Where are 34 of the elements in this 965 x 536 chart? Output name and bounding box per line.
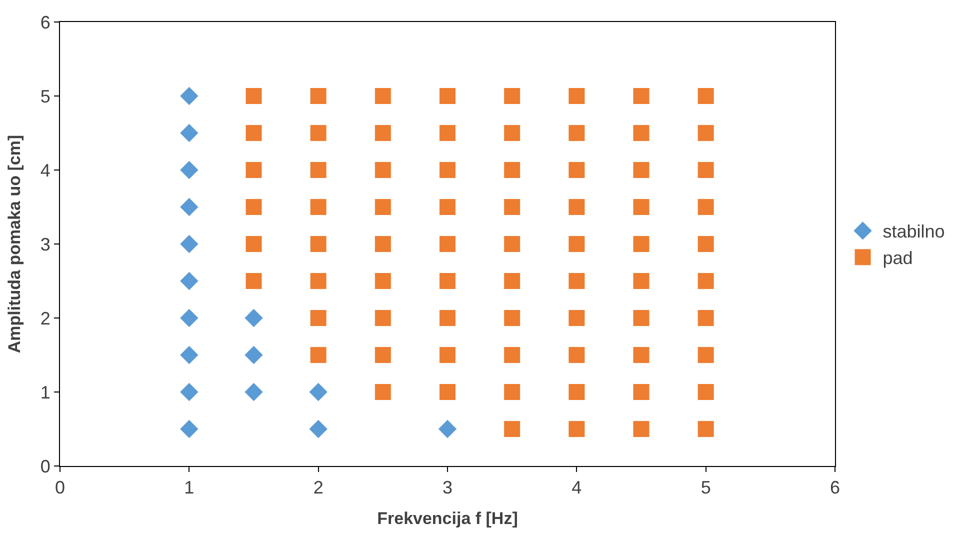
point [180, 272, 198, 290]
point [180, 198, 198, 216]
y-tick-label: 1 [40, 382, 50, 402]
point [244, 382, 263, 402]
x-axis-title: Frekvencija f [Hz] [377, 509, 518, 528]
y-tick-label: 5 [40, 86, 50, 106]
point [180, 346, 198, 364]
y-axis-title: Amplituda pomaka uo [cm] [4, 134, 24, 354]
point [180, 124, 198, 142]
x-tick-label: 4 [572, 478, 582, 498]
x-tick-label: 6 [830, 478, 840, 498]
point [244, 308, 263, 328]
point [309, 382, 328, 402]
y-tick-label: 0 [40, 456, 50, 476]
x-tick-label: 0 [54, 478, 66, 498]
point [180, 160, 198, 180]
x-tick-label: 5 [700, 478, 711, 498]
y-tick-label: 2 [40, 308, 50, 328]
point [180, 308, 198, 328]
point [180, 234, 198, 254]
y-tick-label: 4 [40, 160, 50, 180]
point [438, 420, 457, 438]
point [309, 420, 328, 438]
point [244, 346, 263, 364]
x-tick-label: 1 [184, 478, 194, 498]
legend-label: pad [882, 248, 913, 268]
x-tick-label: 3 [442, 478, 453, 498]
y-tick-label: 3 [40, 234, 50, 254]
x-tick-label: 2 [313, 478, 324, 498]
legend-label: stabilno [882, 222, 945, 242]
point [180, 420, 198, 438]
point [180, 382, 198, 402]
y-tick-label: 6 [40, 12, 50, 32]
point [180, 86, 198, 106]
